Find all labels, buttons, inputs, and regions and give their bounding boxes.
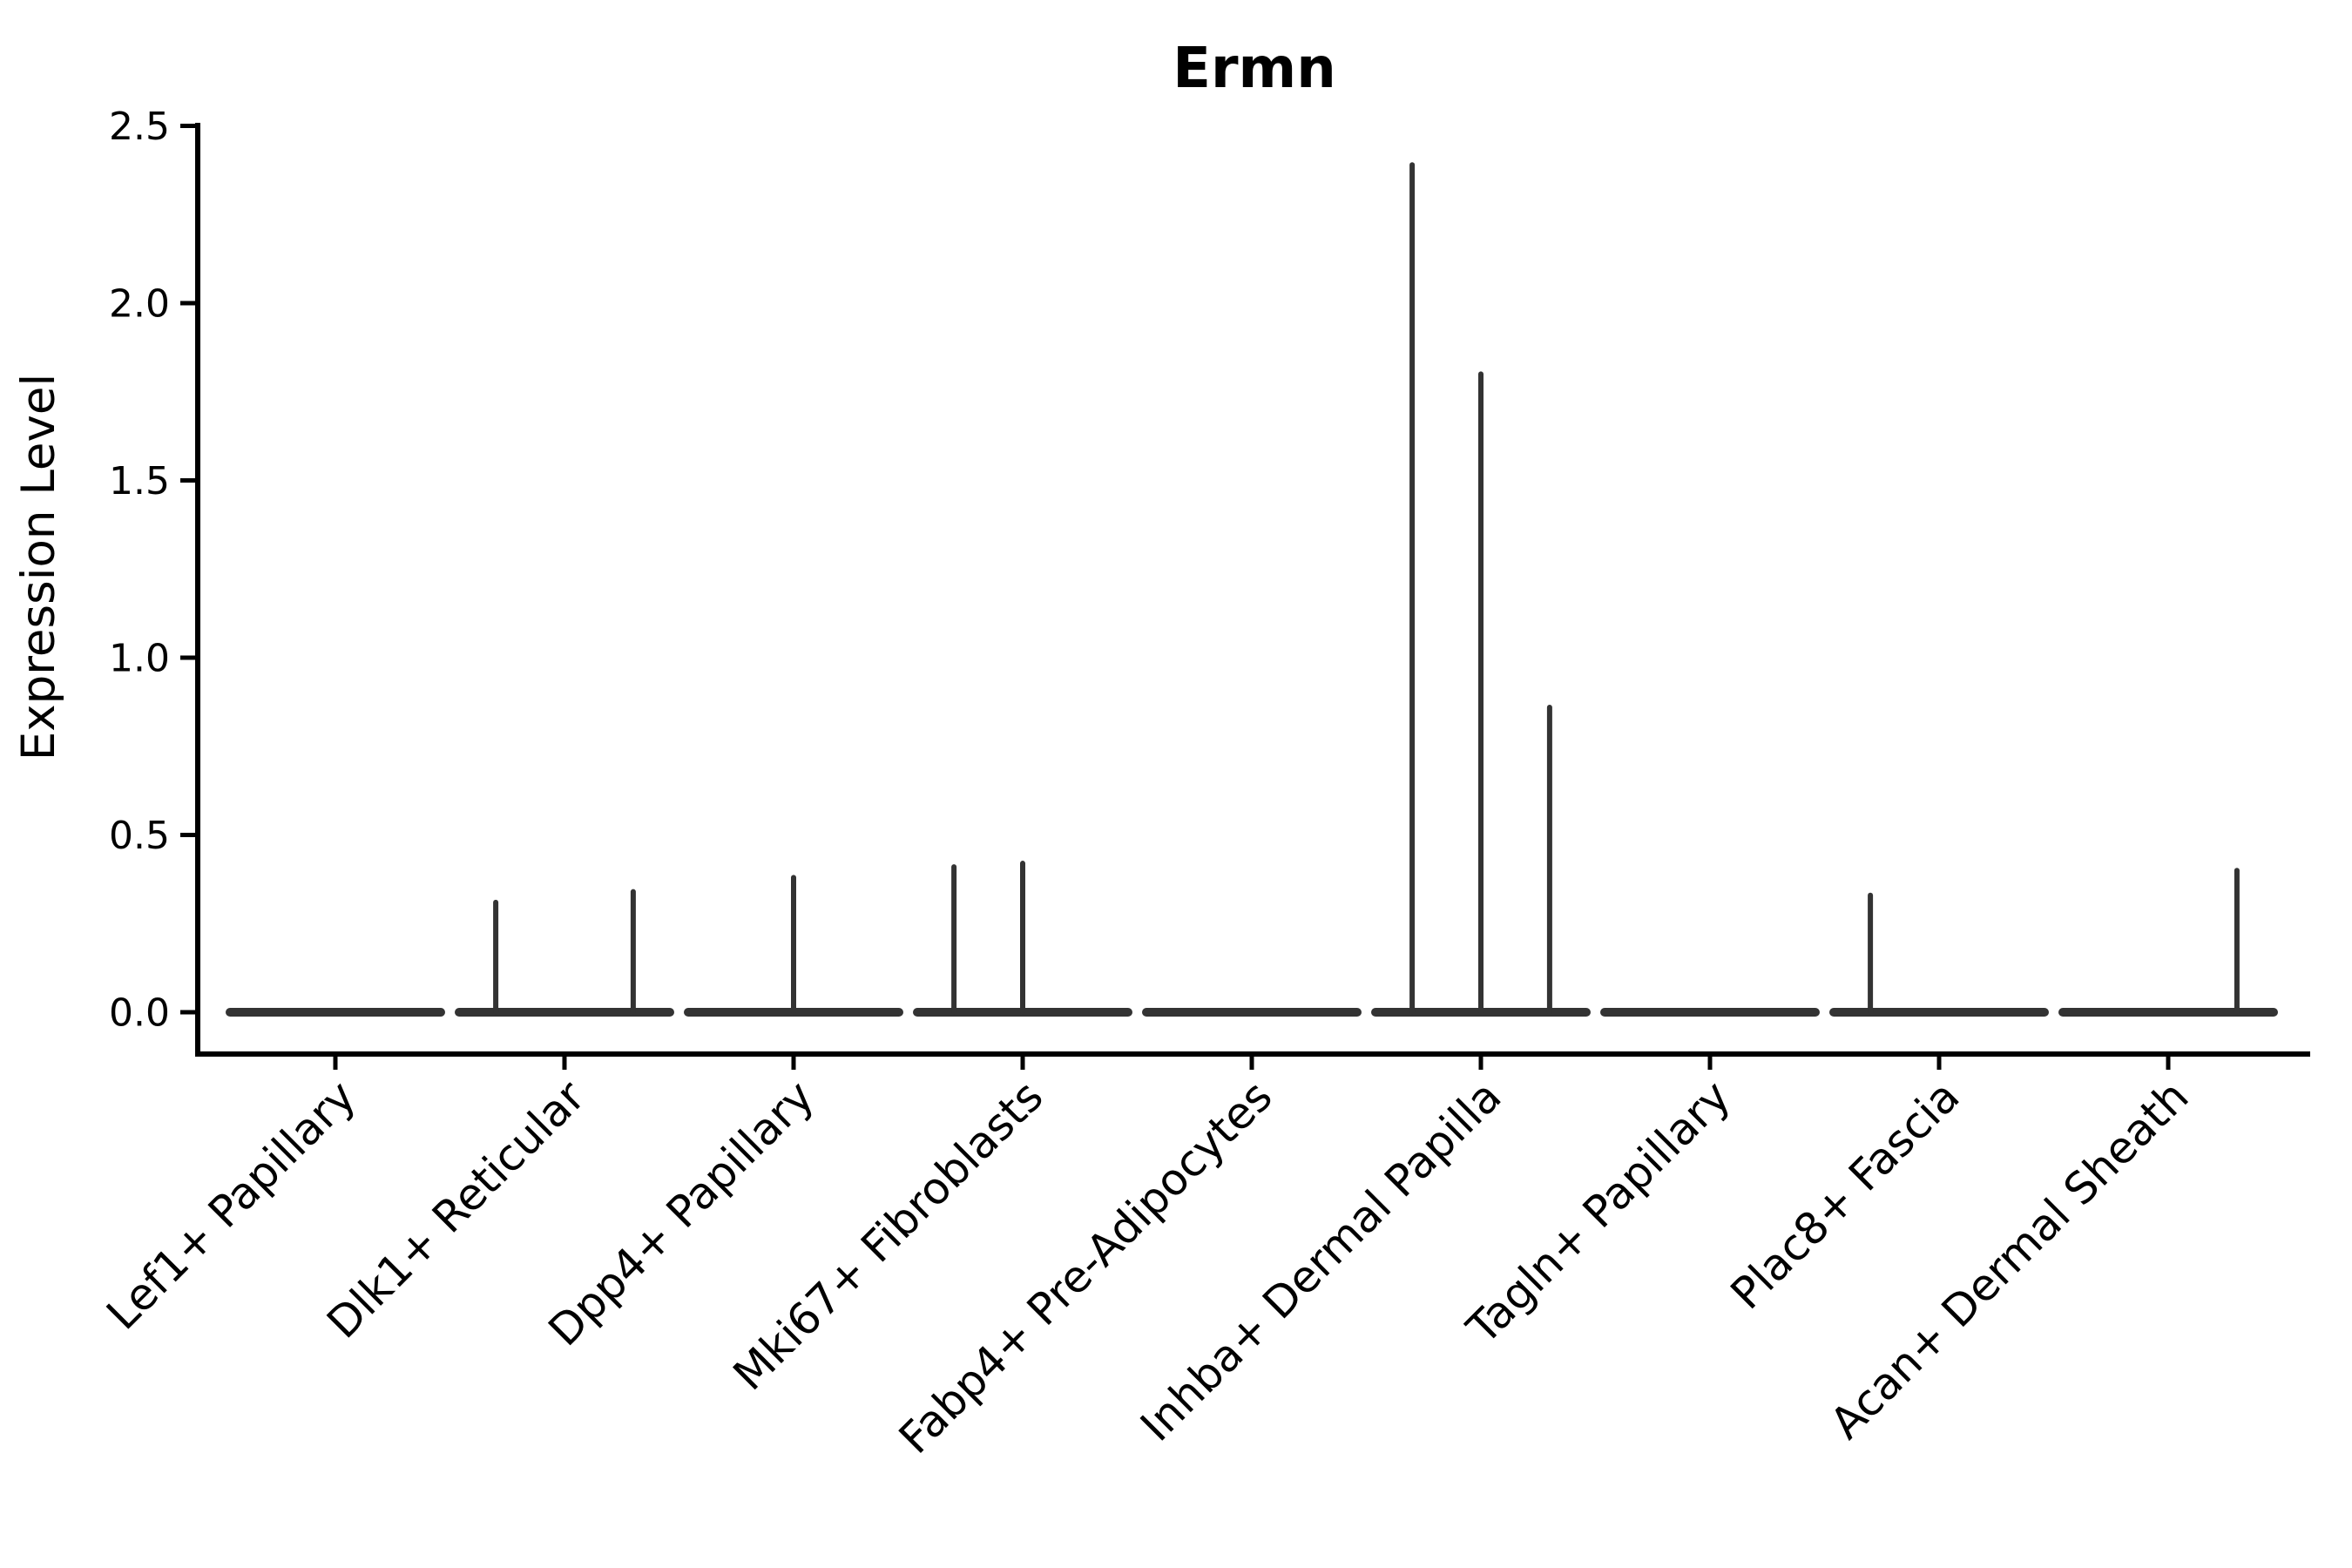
y-tick-label: 1.0 bbox=[109, 636, 170, 680]
y-tick-label: 2.5 bbox=[109, 105, 170, 149]
category-tick-label: Lef1+ Papillary bbox=[97, 1071, 365, 1339]
y-tick-label: 0.5 bbox=[109, 814, 170, 858]
y-tick-label: 2.0 bbox=[109, 281, 170, 326]
plot-title: Ermn bbox=[1173, 37, 1336, 101]
y-tick-label: 0.0 bbox=[109, 990, 170, 1035]
y-axis-label: Expression Level bbox=[12, 374, 65, 760]
category-tick-label: Plac8+ Fascia bbox=[1721, 1071, 1970, 1319]
category-tick-label: Fabp4+ Pre-Adipocytes bbox=[889, 1071, 1282, 1463]
y-tick-label: 1.5 bbox=[109, 459, 170, 504]
